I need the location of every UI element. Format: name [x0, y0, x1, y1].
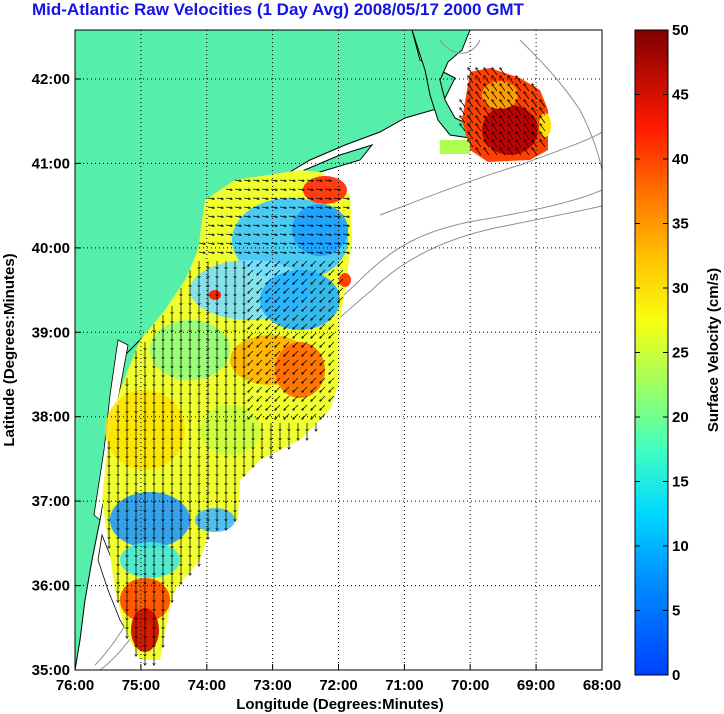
y-tick-label: 42:00: [32, 71, 70, 88]
colorbar-tick-label: 20: [672, 409, 689, 426]
y-tick-label: 39:00: [32, 324, 70, 341]
colorbar-tick-label: 35: [672, 216, 689, 233]
x-tick-label: 74:00: [188, 677, 226, 694]
y-tick-labels: 35:00 36:00 37:00 38:00 39:00 40:00 41:0…: [32, 71, 70, 679]
colorbar-tick-label: 5: [672, 603, 680, 620]
colorbar-tick-label: 40: [672, 151, 689, 168]
colorbar-tick-label: 30: [672, 280, 689, 297]
x-tick-label: 71:00: [385, 677, 423, 694]
x-tick-label: 75:00: [122, 677, 160, 694]
map-title: Mid-Atlantic Raw Velocities (1 Day Avg) …: [32, 0, 524, 19]
y-tick-label: 41:00: [32, 155, 70, 172]
x-tick-label: 70:00: [451, 677, 489, 694]
x-tick-label: 76:00: [56, 677, 94, 694]
y-tick-label: 35:00: [32, 662, 70, 679]
x-tick-label: 68:00: [583, 677, 621, 694]
colorbar-tick-label: 15: [672, 474, 689, 491]
colorbar-tick-label: 0: [672, 667, 680, 684]
velocity-field-mid-atlantic: [102, 170, 352, 660]
x-tick-label: 73:00: [253, 677, 291, 694]
map-grid: [75, 30, 602, 670]
y-tick-label: 38:00: [32, 409, 70, 426]
y-tick-label: 37:00: [32, 493, 70, 510]
colorbar-tick-label: 45: [672, 87, 689, 104]
axis-ticks: [74, 78, 603, 671]
y-tick-label: 36:00: [32, 578, 70, 595]
colorbar-tick-label: 25: [672, 345, 689, 362]
colorbar-tick-label: 10: [672, 538, 689, 555]
colorbar-tick-label: 50: [672, 22, 689, 39]
colorbar-label: Surface Velocity (cm/s): [705, 268, 722, 432]
x-axis-label: Longitude (Degrees:Minutes): [236, 696, 444, 713]
map-plot-area: [75, 30, 602, 670]
y-axis-label: Latitude (Degrees:Minutes): [1, 253, 18, 446]
x-tick-label: 72:00: [319, 677, 357, 694]
velocity-arrows: [109, 68, 546, 665]
colorbar: 0 5 10 15 20 25 30 35 40 45 50 Surface Velocity (c…: [634, 22, 722, 684]
x-tick-labels: 76:00 75:00 74:00 73:00 72:00 71:00 70:0…: [56, 677, 621, 694]
y-tick-label: 40:00: [32, 240, 70, 257]
colorbar-gradient: [634, 29, 669, 676]
x-tick-label: 69:00: [517, 677, 555, 694]
